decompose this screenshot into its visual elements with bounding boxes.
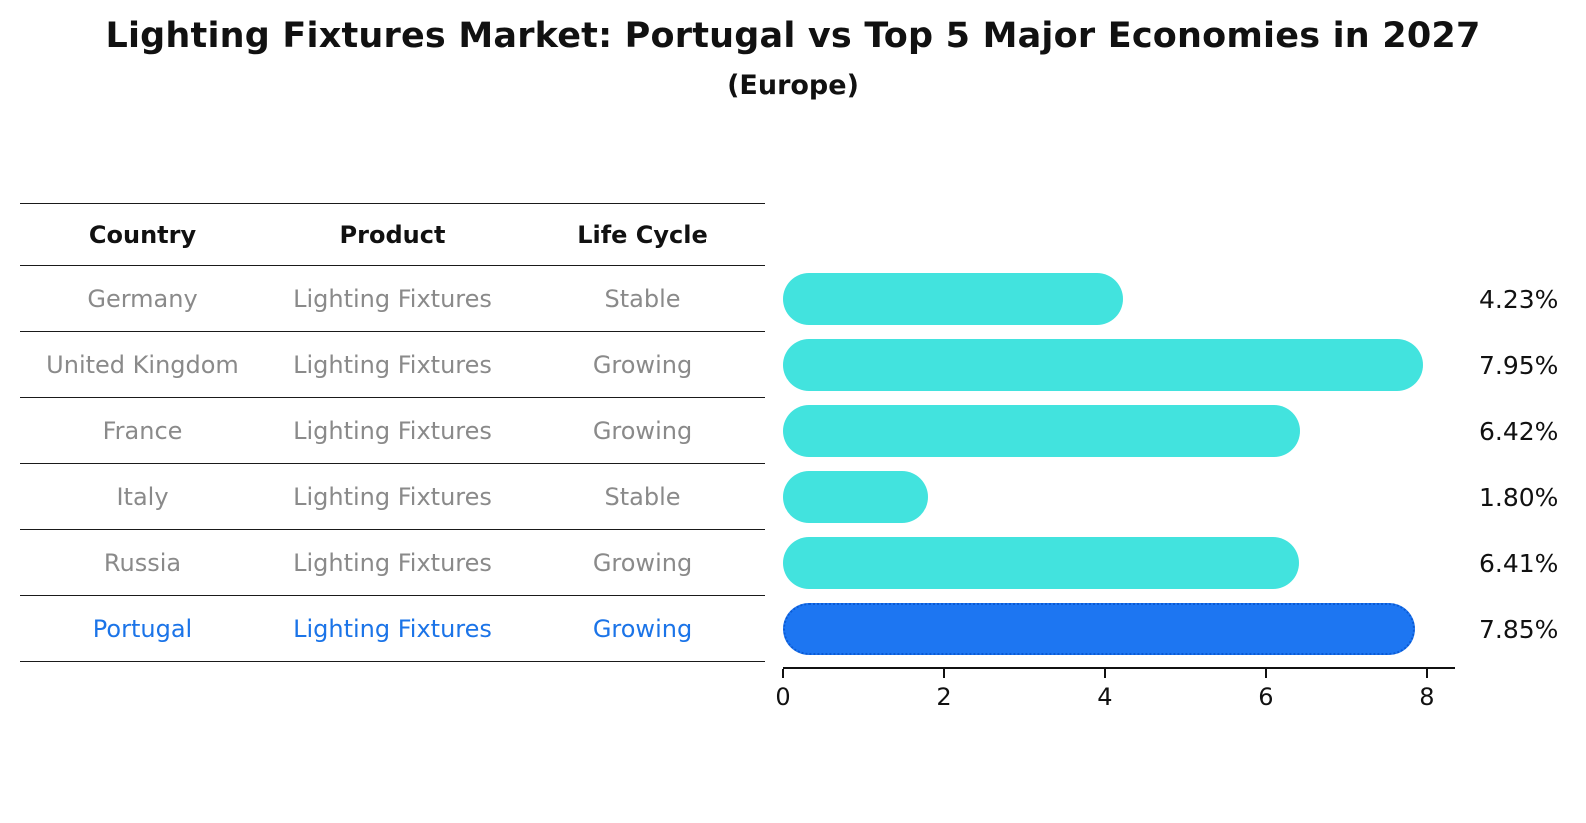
bar-track bbox=[783, 464, 1455, 530]
table-row: United Kingdom Lighting Fixtures Growing… bbox=[20, 332, 1566, 398]
product-cell: Lighting Fixtures bbox=[293, 350, 492, 379]
country-cell: United Kingdom bbox=[46, 350, 239, 379]
product-cell: Lighting Fixtures bbox=[293, 482, 492, 511]
table-row-cells: Germany Lighting Fixtures Stable bbox=[20, 266, 765, 332]
x-tick-label: 6 bbox=[1258, 683, 1274, 711]
header-lifecycle: Life Cycle bbox=[577, 220, 708, 249]
chart-subtitle: (Europe) bbox=[727, 70, 859, 101]
country-cell: France bbox=[102, 416, 183, 445]
x-axis-line bbox=[783, 667, 1455, 669]
chart-content: Country Product Life Cycle Germany Light… bbox=[20, 203, 1566, 723]
lifecycle-cell: Growing bbox=[592, 548, 693, 577]
bar bbox=[783, 603, 1415, 655]
table-row-cells: Portugal Lighting Fixtures Growing bbox=[20, 596, 765, 662]
table-header-cells: Country Product Life Cycle bbox=[20, 203, 765, 266]
country-cell: Italy bbox=[116, 482, 169, 511]
x-tick-mark bbox=[1103, 669, 1106, 678]
header-bar-spacer bbox=[783, 203, 1455, 266]
table-header-row: Country Product Life Cycle bbox=[20, 203, 1566, 266]
product-cell: Lighting Fixtures bbox=[293, 614, 492, 643]
value-label: 6.41% bbox=[1479, 548, 1559, 578]
header-product: Product bbox=[339, 220, 446, 249]
product-cell: Lighting Fixtures bbox=[293, 284, 492, 313]
value-label: 4.23% bbox=[1479, 284, 1559, 314]
bar-track bbox=[783, 332, 1455, 398]
x-tick-label: 8 bbox=[1419, 683, 1435, 711]
table-row-cells: Italy Lighting Fixtures Stable bbox=[20, 464, 765, 530]
lifecycle-cell: Stable bbox=[604, 284, 681, 313]
value-label: 7.85% bbox=[1479, 614, 1559, 644]
bar-track bbox=[783, 398, 1455, 464]
table-row-cells: Russia Lighting Fixtures Growing bbox=[20, 530, 765, 596]
x-axis: 0 2 4 6 8 bbox=[775, 667, 1455, 723]
value-label: 6.42% bbox=[1479, 416, 1559, 446]
x-tick-label: 4 bbox=[1097, 683, 1113, 711]
table-row: Portugal Lighting Fixtures Growing 7.85% bbox=[20, 596, 1566, 662]
table-row-cells: United Kingdom Lighting Fixtures Growing bbox=[20, 332, 765, 398]
product-cell: Lighting Fixtures bbox=[293, 548, 492, 577]
table-row: Italy Lighting Fixtures Stable 1.80% bbox=[20, 464, 1566, 530]
bar bbox=[783, 471, 928, 523]
table-row: Russia Lighting Fixtures Growing 6.41% bbox=[20, 530, 1566, 596]
bar-track bbox=[783, 530, 1455, 596]
table-row: Germany Lighting Fixtures Stable 4.23% bbox=[20, 266, 1566, 332]
x-tick-mark bbox=[942, 669, 945, 678]
product-cell: Lighting Fixtures bbox=[293, 416, 492, 445]
x-tick-label: 0 bbox=[775, 683, 791, 711]
lifecycle-cell: Stable bbox=[604, 482, 681, 511]
bar bbox=[783, 273, 1124, 325]
bar-track bbox=[783, 266, 1455, 332]
country-cell: Russia bbox=[103, 548, 182, 577]
header-country: Country bbox=[88, 220, 197, 249]
bar-track bbox=[783, 596, 1455, 662]
chart-title: Lighting Fixtures Market: Portugal vs To… bbox=[105, 16, 1481, 56]
lifecycle-cell: Growing bbox=[592, 350, 693, 379]
bar bbox=[783, 339, 1423, 391]
bar bbox=[783, 405, 1300, 457]
x-tick-label: 2 bbox=[936, 683, 952, 711]
x-tick-mark bbox=[1264, 669, 1267, 678]
country-cell: Germany bbox=[87, 284, 198, 313]
country-cell: Portugal bbox=[92, 614, 193, 643]
value-label: 7.95% bbox=[1479, 350, 1559, 380]
table-rows-container: Germany Lighting Fixtures Stable 4.23% U… bbox=[20, 266, 1566, 662]
table-row: France Lighting Fixtures Growing 6.42% bbox=[20, 398, 1566, 464]
lifecycle-cell: Growing bbox=[592, 614, 693, 643]
header-value-spacer bbox=[1455, 203, 1566, 266]
x-tick-mark bbox=[1425, 669, 1428, 678]
table-row-cells: France Lighting Fixtures Growing bbox=[20, 398, 765, 464]
bar bbox=[783, 537, 1299, 589]
value-label: 1.80% bbox=[1479, 482, 1559, 512]
lifecycle-cell: Growing bbox=[592, 416, 693, 445]
x-tick-mark bbox=[782, 669, 784, 678]
